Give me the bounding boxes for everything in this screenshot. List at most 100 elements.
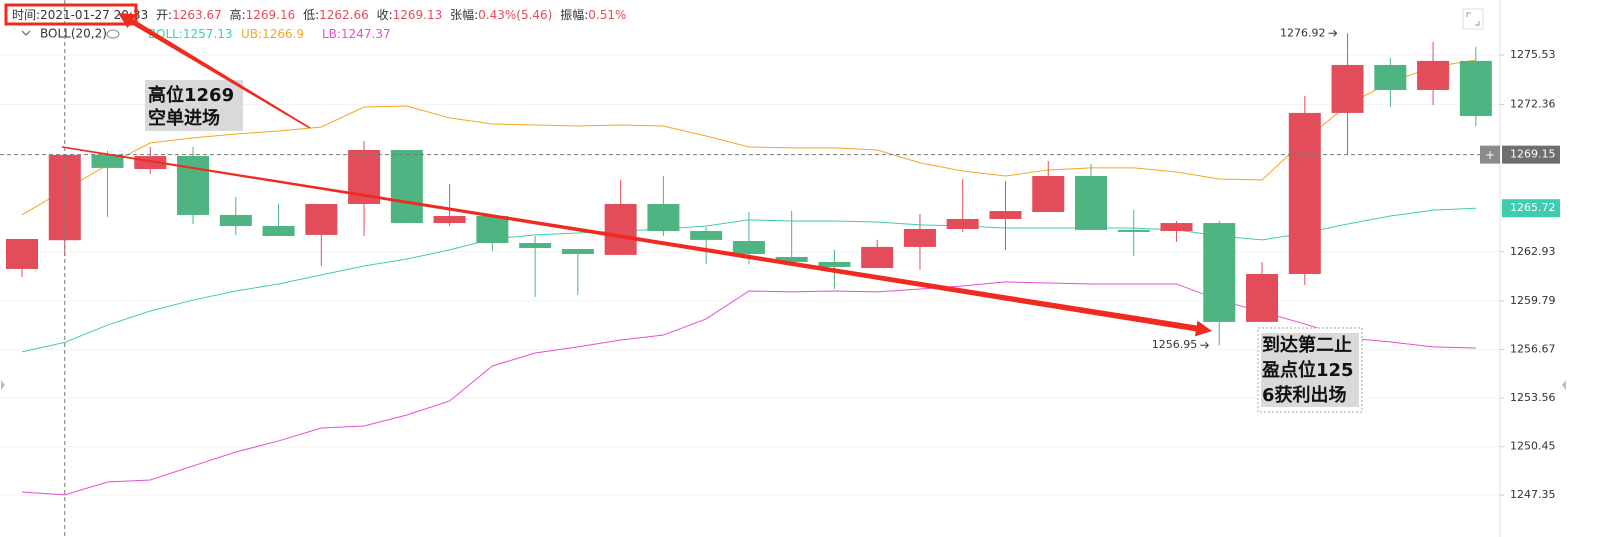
candle-body (1459, 60, 1492, 117)
candle-body (1331, 64, 1364, 113)
close-label: 收 (377, 8, 389, 22)
candles (6, 33, 1492, 346)
y-tick-label: 1275.53 (1510, 48, 1556, 61)
high-label: 高 (230, 7, 242, 22)
candle-body (433, 216, 466, 224)
highlight-box (4, 3, 138, 26)
candle-body (732, 241, 765, 254)
y-tick-label: 1262.93 (1510, 245, 1556, 258)
y-tick-label: 1256.67 (1510, 343, 1556, 356)
y-tick-label: 1272.36 (1510, 97, 1556, 110)
sep: : (242, 8, 246, 22)
candle-body (1246, 273, 1279, 322)
last-price: 1265.72 (1510, 201, 1556, 214)
annotation-text: 高位1269 (148, 84, 234, 106)
candle-body (604, 203, 637, 255)
overlay: +1269.15 1265.72 1276.92 1256.95 (0, 0, 1560, 537)
sep: : (168, 8, 172, 22)
candle-body (519, 243, 552, 249)
legend-name: UB (241, 27, 258, 41)
collapse-icon[interactable] (21, 30, 31, 36)
low-marker-arrow (1200, 341, 1209, 349)
candle-body (561, 248, 594, 254)
red-arrow (61, 146, 1212, 337)
candle-body (1374, 64, 1407, 90)
annotation-text: 到达第二止 (1262, 334, 1352, 356)
crosshair-button[interactable]: + (1485, 148, 1495, 162)
high-marker: 1276.92 (1280, 26, 1326, 39)
time: 2021-01-27 20:33 (40, 8, 148, 22)
low-marker: 1256.95 (1152, 338, 1198, 351)
candle-body (177, 156, 210, 215)
red-arrow (118, 13, 311, 129)
y-tick-label: 1250.45 (1510, 440, 1556, 453)
header: 时间:2021-01-27 20:33 开:1263.67 高:1269.16 … (12, 7, 626, 22)
sep: : (337, 27, 341, 41)
change-value: 0.43%(5.46) (478, 8, 552, 22)
candle-body (219, 214, 252, 227)
low-value: 1262.66 (319, 8, 369, 22)
candle-body (262, 226, 295, 237)
candle-body (1032, 176, 1065, 212)
legend-ub: UB:1266.9 (241, 27, 304, 41)
candle-body (91, 154, 124, 168)
low-label: 低 (303, 8, 315, 22)
candle-body (861, 246, 894, 269)
last-price-bg (1502, 199, 1560, 218)
legend-value: 1266.9 (262, 27, 304, 41)
amplitude-label: 振幅 (560, 7, 584, 22)
indicator-name: BOLL(20,2) (40, 27, 107, 41)
sep: : (584, 8, 588, 22)
boll-line (21, 59, 1476, 216)
legend-boll: BOLL:1257.13 (148, 27, 233, 41)
candle-body (818, 261, 851, 267)
legend-value: 1257.13 (183, 27, 233, 41)
amplitude-value: 0.51% (588, 8, 626, 22)
eye-icon[interactable] (106, 29, 120, 39)
y-tick-label: 1247.35 (1510, 488, 1556, 501)
candle-body (1075, 176, 1107, 230)
change-label: 张幅 (450, 7, 474, 22)
candle-body (903, 228, 936, 247)
left-handle[interactable] (1, 380, 5, 390)
legend-name: LB (322, 27, 337, 41)
sep: : (258, 27, 262, 41)
right-handle[interactable] (1562, 380, 1566, 390)
y-tick-label: 1259.79 (1510, 294, 1556, 307)
annotation-text: 6获利出场 (1262, 384, 1347, 406)
close-value: 1269.13 (393, 8, 443, 22)
open-value: 1263.67 (172, 8, 222, 22)
fullscreen-icon[interactable] (1462, 8, 1484, 30)
candle-body (989, 211, 1022, 219)
annotation-text: 空单进场 (148, 107, 220, 129)
sep: : (315, 8, 319, 22)
annotation-bg (1261, 333, 1359, 407)
sep: : (179, 27, 183, 41)
y-tick-label: 1253.56 (1510, 391, 1556, 404)
candle-body (1417, 60, 1450, 90)
candle-body (1160, 223, 1193, 232)
sep: : (389, 8, 393, 22)
candle-body (946, 218, 979, 229)
legend-lb: LB:1247.37 (322, 27, 391, 41)
crosshair-price: 1269.15 (1510, 148, 1556, 161)
candle-body (476, 216, 509, 244)
candle-body (6, 238, 38, 269)
candle-body (690, 231, 723, 240)
annotation-text: 盈点位125 (1261, 359, 1354, 381)
open-label: 开 (156, 8, 168, 22)
candle-body (1117, 229, 1150, 232)
time-label: 时间 (12, 8, 36, 22)
legend-value: 1247.37 (341, 27, 391, 41)
candle-body (1203, 223, 1236, 322)
sep: : (474, 8, 478, 22)
candle-body (775, 256, 808, 262)
high-marker-arrow (1328, 29, 1338, 37)
crosshair-button-bg[interactable] (1480, 145, 1500, 164)
arrows (61, 13, 1212, 337)
candle-body (647, 203, 680, 232)
high-value: 1269.16 (246, 8, 296, 22)
candle-body (390, 149, 423, 224)
crosshair-price-bg (1502, 145, 1560, 164)
